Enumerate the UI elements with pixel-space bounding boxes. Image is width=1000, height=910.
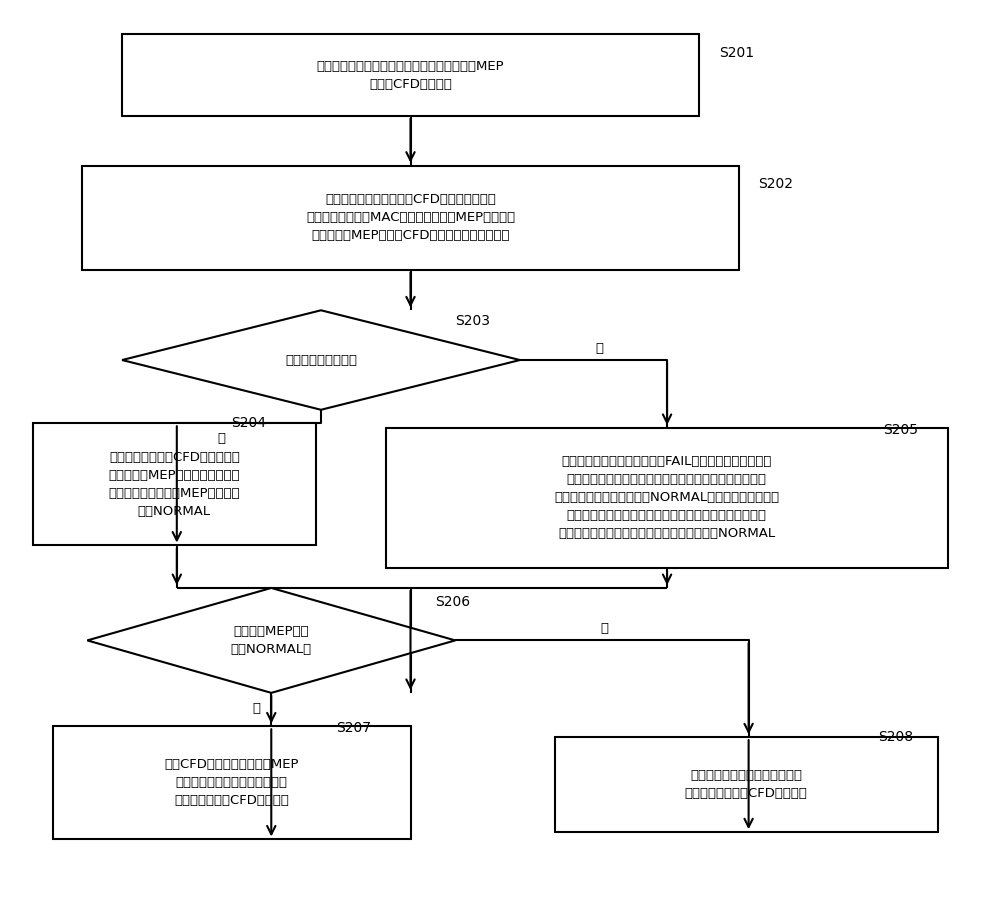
Text: S201: S201: [719, 46, 754, 59]
Text: 第一转发设备仍然按照现有技术
以组播的方式发送CFD协议报文: 第一转发设备仍然按照现有技术 以组播的方式发送CFD协议报文: [685, 769, 808, 800]
FancyBboxPatch shape: [82, 166, 739, 269]
Polygon shape: [122, 310, 520, 410]
Text: S208: S208: [878, 730, 913, 744]
Text: 按照CFD信息表中第二内向MEP
对应的表项，以单播的方式向第
二转发设备发送CFD协议报文: 按照CFD信息表中第二内向MEP 对应的表项，以单播的方式向第 二转发设备发送C…: [164, 758, 299, 807]
Polygon shape: [87, 588, 455, 693]
FancyBboxPatch shape: [33, 423, 316, 545]
Text: 第二内向MEP的状
态为NORMAL？: 第二内向MEP的状 态为NORMAL？: [231, 625, 312, 656]
FancyBboxPatch shape: [386, 428, 948, 568]
Text: 第一转发设备根据接收的CFD协议报文中携带
的第二转发设备的MAC地址和第二内向MEP的标识，
在第一内向MEP对应的CFD信息表中查找匹配表项: 第一转发设备根据接收的CFD协议报文中携带 的第二转发设备的MAC地址和第二内向…: [306, 193, 515, 242]
Text: S204: S204: [232, 417, 266, 430]
Text: 否: 否: [218, 432, 226, 445]
Text: 否: 否: [600, 622, 608, 635]
Text: S206: S206: [435, 594, 470, 609]
Text: 查找到了匹配表项？: 查找到了匹配表项？: [285, 353, 357, 367]
Text: 第一转发设备接收第二转发设备上的第二内向MEP
发来的CFD协议报文: 第一转发设备接收第二转发设备上的第二内向MEP 发来的CFD协议报文: [317, 60, 504, 91]
FancyBboxPatch shape: [555, 737, 938, 832]
Text: 若该匹配表项中包含的状态为FAIL，则第一转发设备在该
匹配表项中包含的端口标识不是第一端口标识时，将该匹
配表项中包含的状态更新为NORMAL、端口标识更新为: 若该匹配表项中包含的状态为FAIL，则第一转发设备在该 匹配表项中包含的端口标识…: [554, 456, 779, 541]
Text: S202: S202: [759, 177, 794, 191]
Text: 是: 是: [252, 702, 260, 714]
FancyBboxPatch shape: [53, 726, 411, 839]
Text: 第一转发设备在该CFD信息表中增
加第二内向MEP对应的表项，并在
该表项中将第二内向MEP的状态设
置为NORMAL: 第一转发设备在该CFD信息表中增 加第二内向MEP对应的表项，并在 该表项中将第…: [109, 450, 240, 518]
Text: S205: S205: [883, 422, 918, 437]
Text: S203: S203: [455, 314, 490, 329]
Text: S207: S207: [336, 721, 371, 735]
Text: 是: 是: [595, 342, 603, 355]
FancyBboxPatch shape: [122, 35, 699, 116]
